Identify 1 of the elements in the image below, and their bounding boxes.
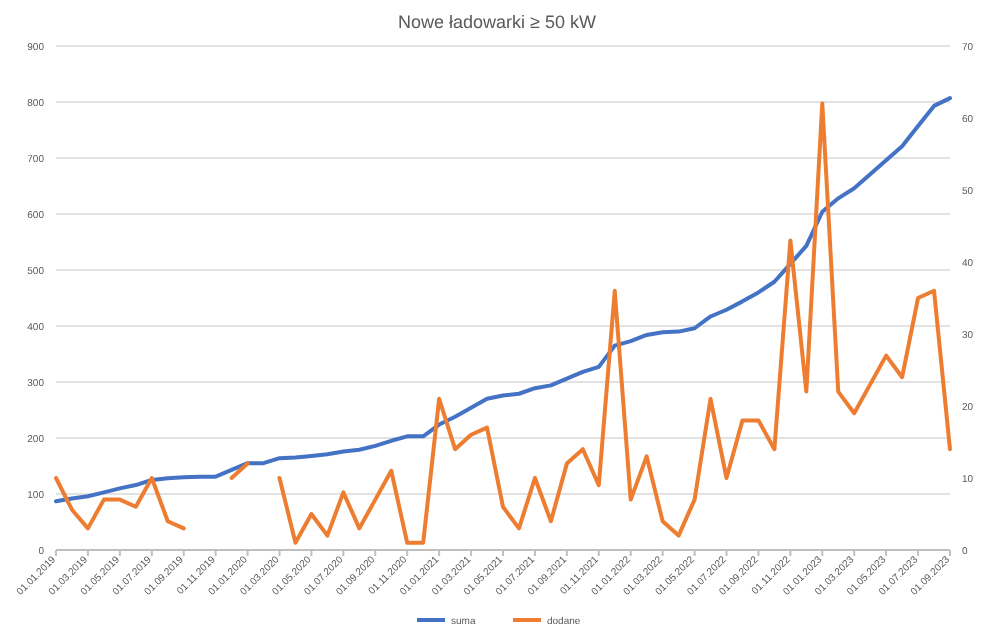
chart-title: Nowe ładowarki ≥ 50 kW bbox=[398, 12, 597, 32]
